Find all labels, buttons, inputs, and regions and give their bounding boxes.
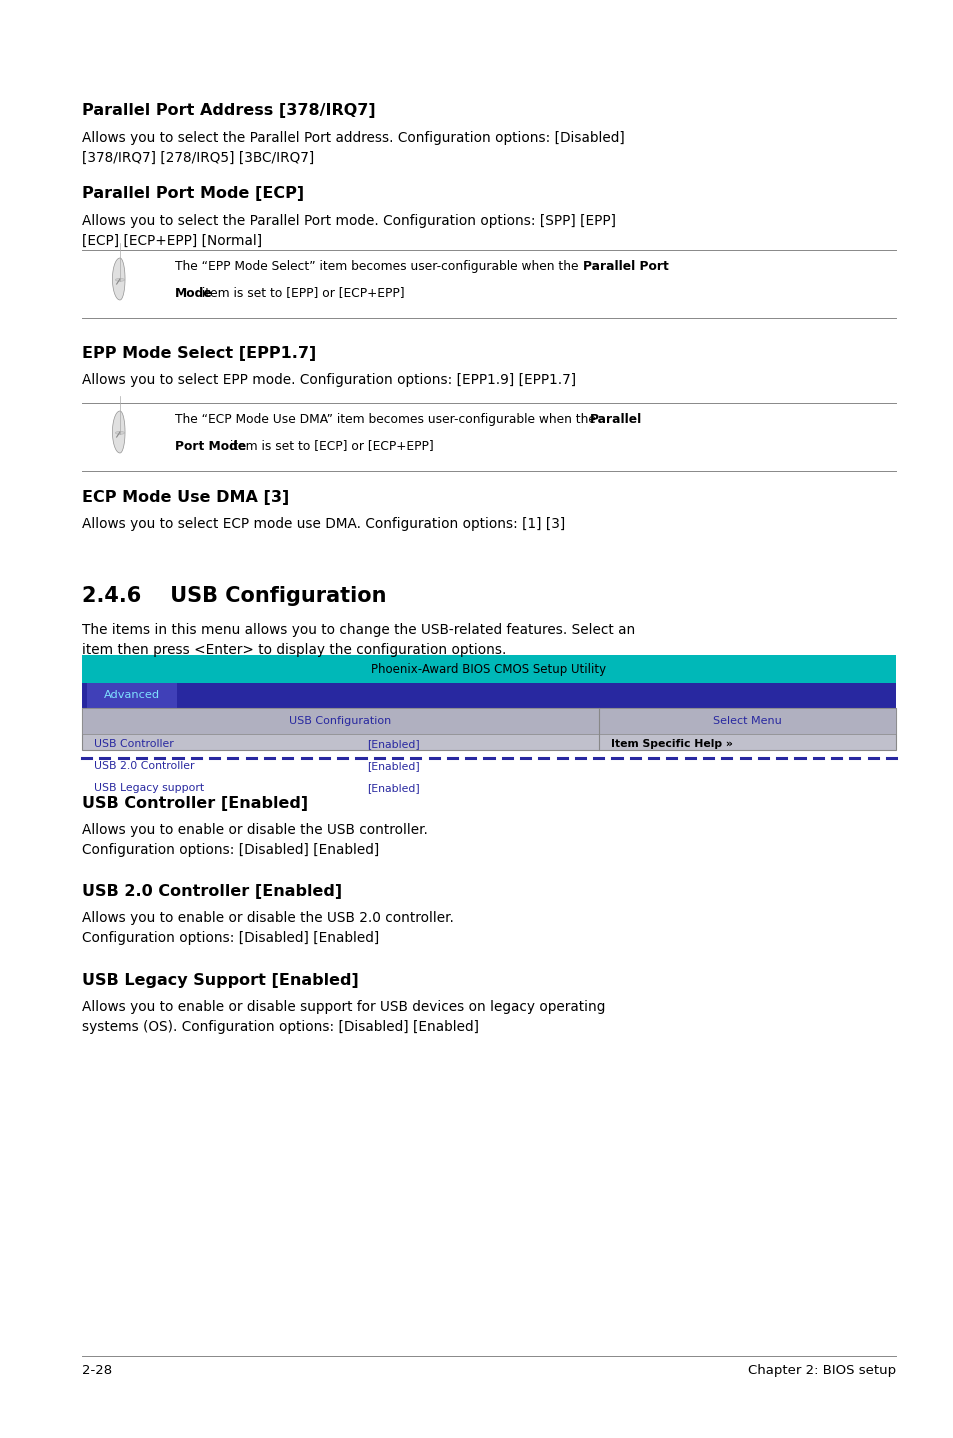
Text: item is set to [EPP] or [ECP+EPP]: item is set to [EPP] or [ECP+EPP] <box>197 286 404 299</box>
Text: Allows you to enable or disable support for USB devices on legacy operating
syst: Allows you to enable or disable support … <box>82 999 605 1034</box>
Bar <box>82 654 895 683</box>
Text: Phoenix-Award BIOS CMOS Setup Utility: Phoenix-Award BIOS CMOS Setup Utility <box>371 663 606 676</box>
Text: Parallel Port: Parallel Port <box>583 260 668 273</box>
Text: Allows you to enable or disable the USB 2.0 controller.
Configuration options: [: Allows you to enable or disable the USB … <box>82 912 454 945</box>
Text: Parallel Port Mode [ECP]: Parallel Port Mode [ECP] <box>82 186 304 201</box>
Text: Allows you to select EPP mode. Configuration options: [EPP1.9] [EPP1.7]: Allows you to select EPP mode. Configura… <box>82 372 576 387</box>
Text: Mode: Mode <box>174 286 213 299</box>
Text: [Enabled]: [Enabled] <box>367 784 419 792</box>
Bar <box>82 683 895 707</box>
Text: Advanced: Advanced <box>104 690 160 700</box>
Text: USB Legacy Support [Enabled]: USB Legacy Support [Enabled] <box>82 974 358 988</box>
Text: Parallel Port Address [378/IRQ7]: Parallel Port Address [378/IRQ7] <box>82 104 375 118</box>
Text: Allows you to enable or disable the USB controller.
Configuration options: [Disa: Allows you to enable or disable the USB … <box>82 823 428 857</box>
Text: Port Mode: Port Mode <box>174 440 246 453</box>
Text: Parallel: Parallel <box>589 413 641 426</box>
Text: item is set to [ECP] or [ECP+EPP]: item is set to [ECP] or [ECP+EPP] <box>226 440 434 453</box>
PathPatch shape <box>112 257 125 301</box>
Text: USB Controller: USB Controller <box>94 739 173 749</box>
Text: Allows you to select the Parallel Port address. Configuration options: [Disabled: Allows you to select the Parallel Port a… <box>82 131 624 165</box>
Text: The items in this menu allows you to change the USB-related features. Select an
: The items in this menu allows you to cha… <box>82 623 635 657</box>
Text: Chapter 2: BIOS setup: Chapter 2: BIOS setup <box>747 1365 895 1378</box>
Text: USB Legacy support: USB Legacy support <box>94 784 204 792</box>
Text: Allows you to select ECP mode use DMA. Configuration options: [1] [3]: Allows you to select ECP mode use DMA. C… <box>82 518 565 531</box>
Bar <box>87 683 177 707</box>
Text: Select Menu: Select Menu <box>712 716 781 726</box>
Text: [Enabled]: [Enabled] <box>367 761 419 771</box>
Ellipse shape <box>115 431 125 434</box>
Text: The “ECP Mode Use DMA” item becomes user-configurable when the: The “ECP Mode Use DMA” item becomes user… <box>174 413 599 426</box>
Text: ECP Mode Use DMA [3]: ECP Mode Use DMA [3] <box>82 490 289 505</box>
Text: USB 2.0 Controller: USB 2.0 Controller <box>94 761 194 771</box>
Text: USB Controller [Enabled]: USB Controller [Enabled] <box>82 797 308 811</box>
Text: The “EPP Mode Select” item becomes user-configurable when the: The “EPP Mode Select” item becomes user-… <box>174 260 581 273</box>
Text: 2-28: 2-28 <box>82 1365 112 1378</box>
Text: EPP Mode Select [EPP1.7]: EPP Mode Select [EPP1.7] <box>82 347 315 361</box>
Bar <box>82 707 895 733</box>
Text: USB Configuration: USB Configuration <box>289 716 391 726</box>
Text: Item Specific Help »: Item Specific Help » <box>610 739 732 749</box>
Text: Allows you to select the Parallel Port mode. Configuration options: [SPP] [EPP]
: Allows you to select the Parallel Port m… <box>82 214 616 247</box>
Text: USB 2.0 Controller [Enabled]: USB 2.0 Controller [Enabled] <box>82 884 342 899</box>
PathPatch shape <box>112 411 125 453</box>
Ellipse shape <box>115 279 125 282</box>
Text: [Enabled]: [Enabled] <box>367 739 419 749</box>
Text: 2.4.6    USB Configuration: 2.4.6 USB Configuration <box>82 587 386 605</box>
Bar <box>82 707 895 751</box>
